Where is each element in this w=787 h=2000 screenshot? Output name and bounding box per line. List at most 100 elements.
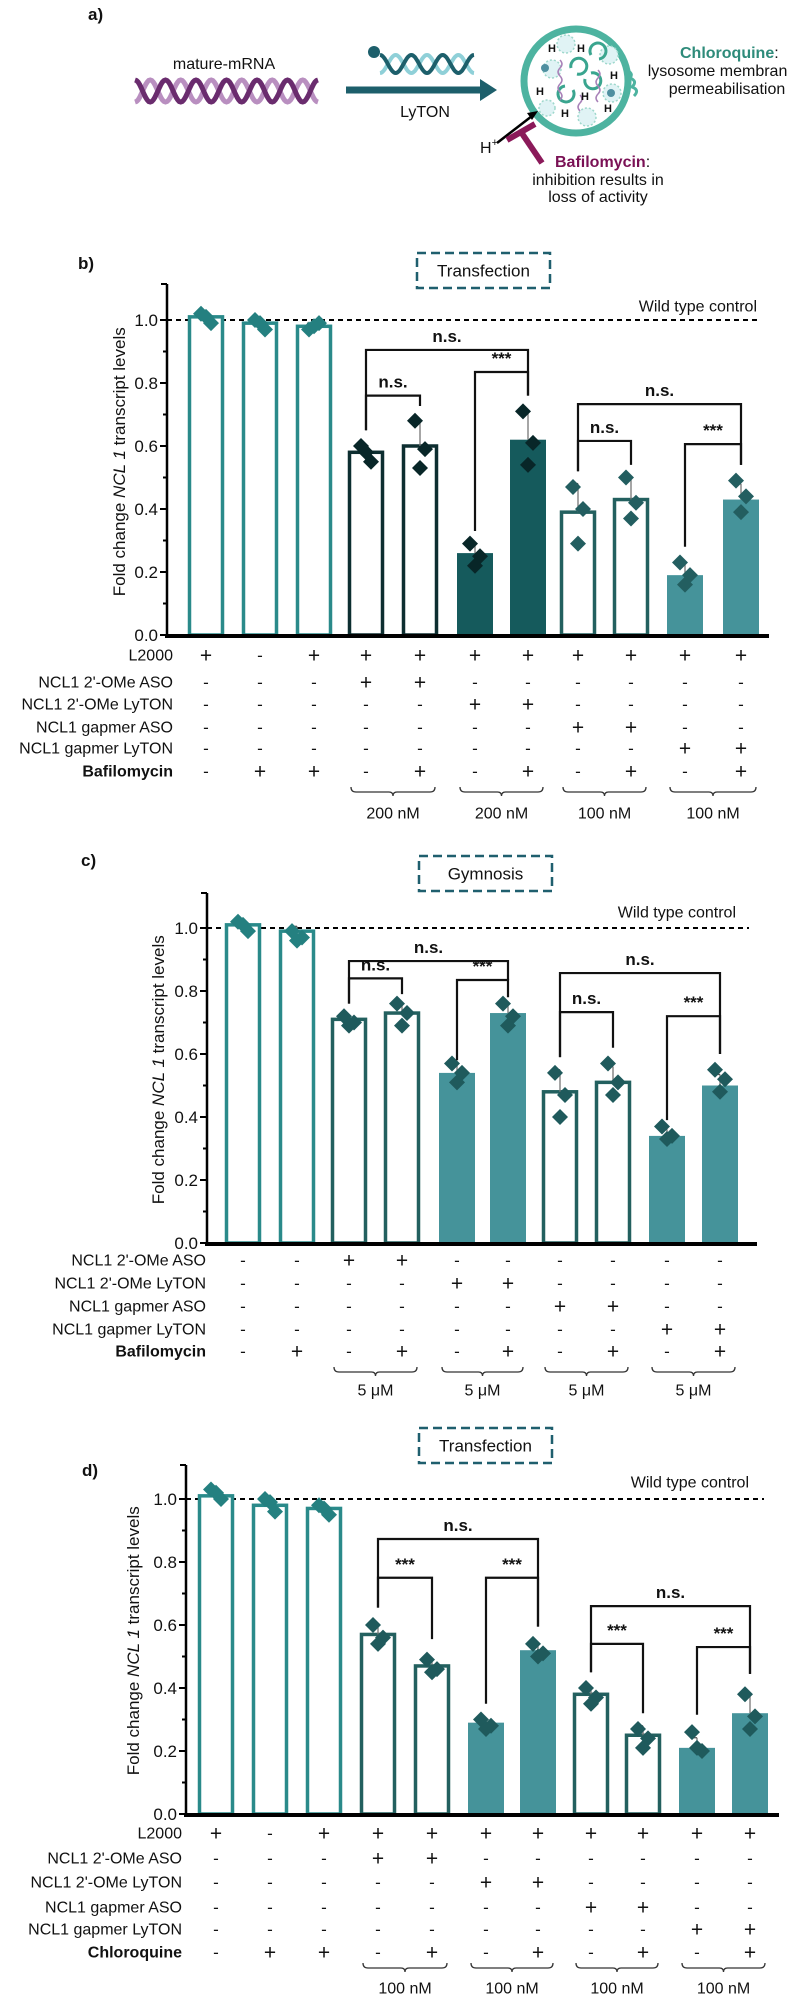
condition-plus: +	[572, 716, 584, 739]
condition-minus: -	[267, 1898, 273, 1917]
condition-minus: -	[399, 1297, 405, 1316]
condition-plus: +	[744, 1941, 756, 1964]
significance-label: n.s.	[572, 989, 601, 1008]
mrna-helix-icon	[134, 77, 319, 105]
significance-label: ***	[703, 421, 723, 440]
condition-minus: -	[363, 718, 369, 737]
condition-minus: -	[628, 695, 634, 714]
condition-plus: +	[679, 644, 691, 667]
condition-minus: -	[557, 1251, 563, 1270]
condition-minus: -	[363, 739, 369, 758]
condition-minus: -	[483, 1849, 489, 1868]
data-point	[235, 916, 251, 933]
condition-minus: -	[472, 673, 478, 692]
panel-label: d)	[82, 1461, 98, 1480]
condition-minus: -	[628, 673, 634, 692]
y-tick-label: 0.2	[134, 563, 158, 582]
condition-minus: -	[311, 739, 317, 758]
significance-bracket	[473, 370, 530, 532]
y-tick-label: 0.0	[174, 1234, 198, 1253]
condition-minus: -	[213, 1898, 219, 1917]
y-axis-label-part: Fold change	[149, 1106, 168, 1204]
condition-plus: +	[414, 760, 426, 783]
data-point	[677, 576, 693, 593]
condition-plus: +	[264, 1941, 276, 1964]
significance-bracket	[376, 1537, 540, 1627]
condition-minus: -	[575, 739, 581, 758]
condition-plus: +	[607, 1295, 619, 1318]
data-point	[610, 1074, 626, 1091]
condition-label: NCL1 2'-OMe LyTON	[54, 1276, 206, 1293]
bafilomycin-desc-2: loss of activity	[548, 189, 648, 206]
condition-plus: +	[254, 760, 266, 783]
condition-minus: -	[375, 1943, 381, 1962]
condition-minus: -	[213, 1849, 219, 1868]
condition-minus: -	[454, 1251, 460, 1270]
condition-minus: -	[640, 1873, 646, 1892]
lysosome-icon: H H H H H H H	[520, 25, 639, 137]
condition-minus: -	[535, 1849, 541, 1868]
condition-minus: -	[694, 1849, 700, 1868]
y-tick-label: 0.6	[134, 437, 158, 456]
condition-plus: +	[426, 1822, 438, 1845]
significance-label: n.s.	[656, 1583, 685, 1602]
condition-plus: +	[318, 1941, 330, 1964]
condition-label: L2000	[129, 648, 174, 665]
condition-minus: -	[294, 1297, 300, 1316]
y-axis-label-part: transcript levels	[110, 327, 129, 450]
bar	[468, 1722, 504, 1814]
concentration-brace	[544, 1366, 629, 1377]
condition-minus: -	[321, 1849, 327, 1868]
condition-minus: -	[346, 1320, 352, 1339]
data-point	[552, 1109, 568, 1125]
condition-minus: -	[664, 1251, 670, 1270]
condition-plus: +	[522, 693, 534, 716]
bar	[295, 324, 333, 637]
condition-label: NCL1 2'-OMe ASO	[71, 1253, 206, 1270]
condition-minus: -	[203, 673, 209, 692]
bar	[187, 315, 225, 637]
data-point	[575, 501, 591, 517]
data-point	[419, 1651, 435, 1668]
y-axis-label: Fold change NCL 1 transcript levels	[110, 327, 129, 596]
data-point	[316, 1500, 332, 1517]
condition-minus: -	[294, 1251, 300, 1270]
condition-minus: -	[664, 1297, 670, 1316]
bar	[649, 1135, 685, 1243]
significance-label: n.s.	[443, 1516, 472, 1535]
concentration-brace	[562, 786, 647, 797]
y-tick-label: 0.8	[134, 374, 158, 393]
bar	[723, 499, 759, 635]
data-point	[394, 1017, 410, 1034]
data-point	[712, 1083, 728, 1100]
condition-label: NCL1 2'-OMe LyTON	[30, 1875, 182, 1892]
condition-minus: -	[429, 1898, 435, 1917]
condition-minus: -	[694, 1873, 700, 1892]
condition-plus: +	[532, 1822, 544, 1845]
arrow-right-icon	[346, 79, 497, 101]
condition-plus: +	[735, 760, 747, 783]
bar	[594, 1080, 632, 1245]
concentration-brace	[362, 1962, 448, 1973]
condition-plus: +	[554, 1295, 566, 1318]
method-label: Transfection	[437, 261, 530, 280]
data-point	[628, 494, 644, 511]
condition-minus: -	[535, 1898, 541, 1917]
condition-minus: -	[257, 695, 263, 714]
concentration-label: 5 μM	[676, 1383, 712, 1400]
condition-plus: +	[360, 671, 372, 694]
significance-label: ***	[714, 1624, 734, 1643]
data-point	[525, 434, 541, 451]
condition-label: NCL1 gapmer LyTON	[19, 741, 173, 758]
data-point	[618, 469, 634, 486]
significance-label: ***	[492, 349, 512, 368]
condition-minus: -	[557, 1274, 563, 1293]
condition-minus: -	[240, 1251, 246, 1270]
data-point	[570, 535, 586, 552]
condition-minus: -	[588, 1849, 594, 1868]
data-point	[733, 504, 749, 521]
significance-label: ***	[473, 957, 493, 976]
condition-minus: -	[525, 718, 531, 737]
condition-minus: -	[640, 1849, 646, 1868]
condition-plus: +	[744, 1918, 756, 1941]
